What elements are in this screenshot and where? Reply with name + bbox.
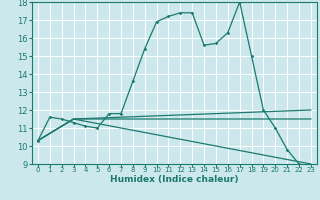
X-axis label: Humidex (Indice chaleur): Humidex (Indice chaleur)	[110, 175, 239, 184]
